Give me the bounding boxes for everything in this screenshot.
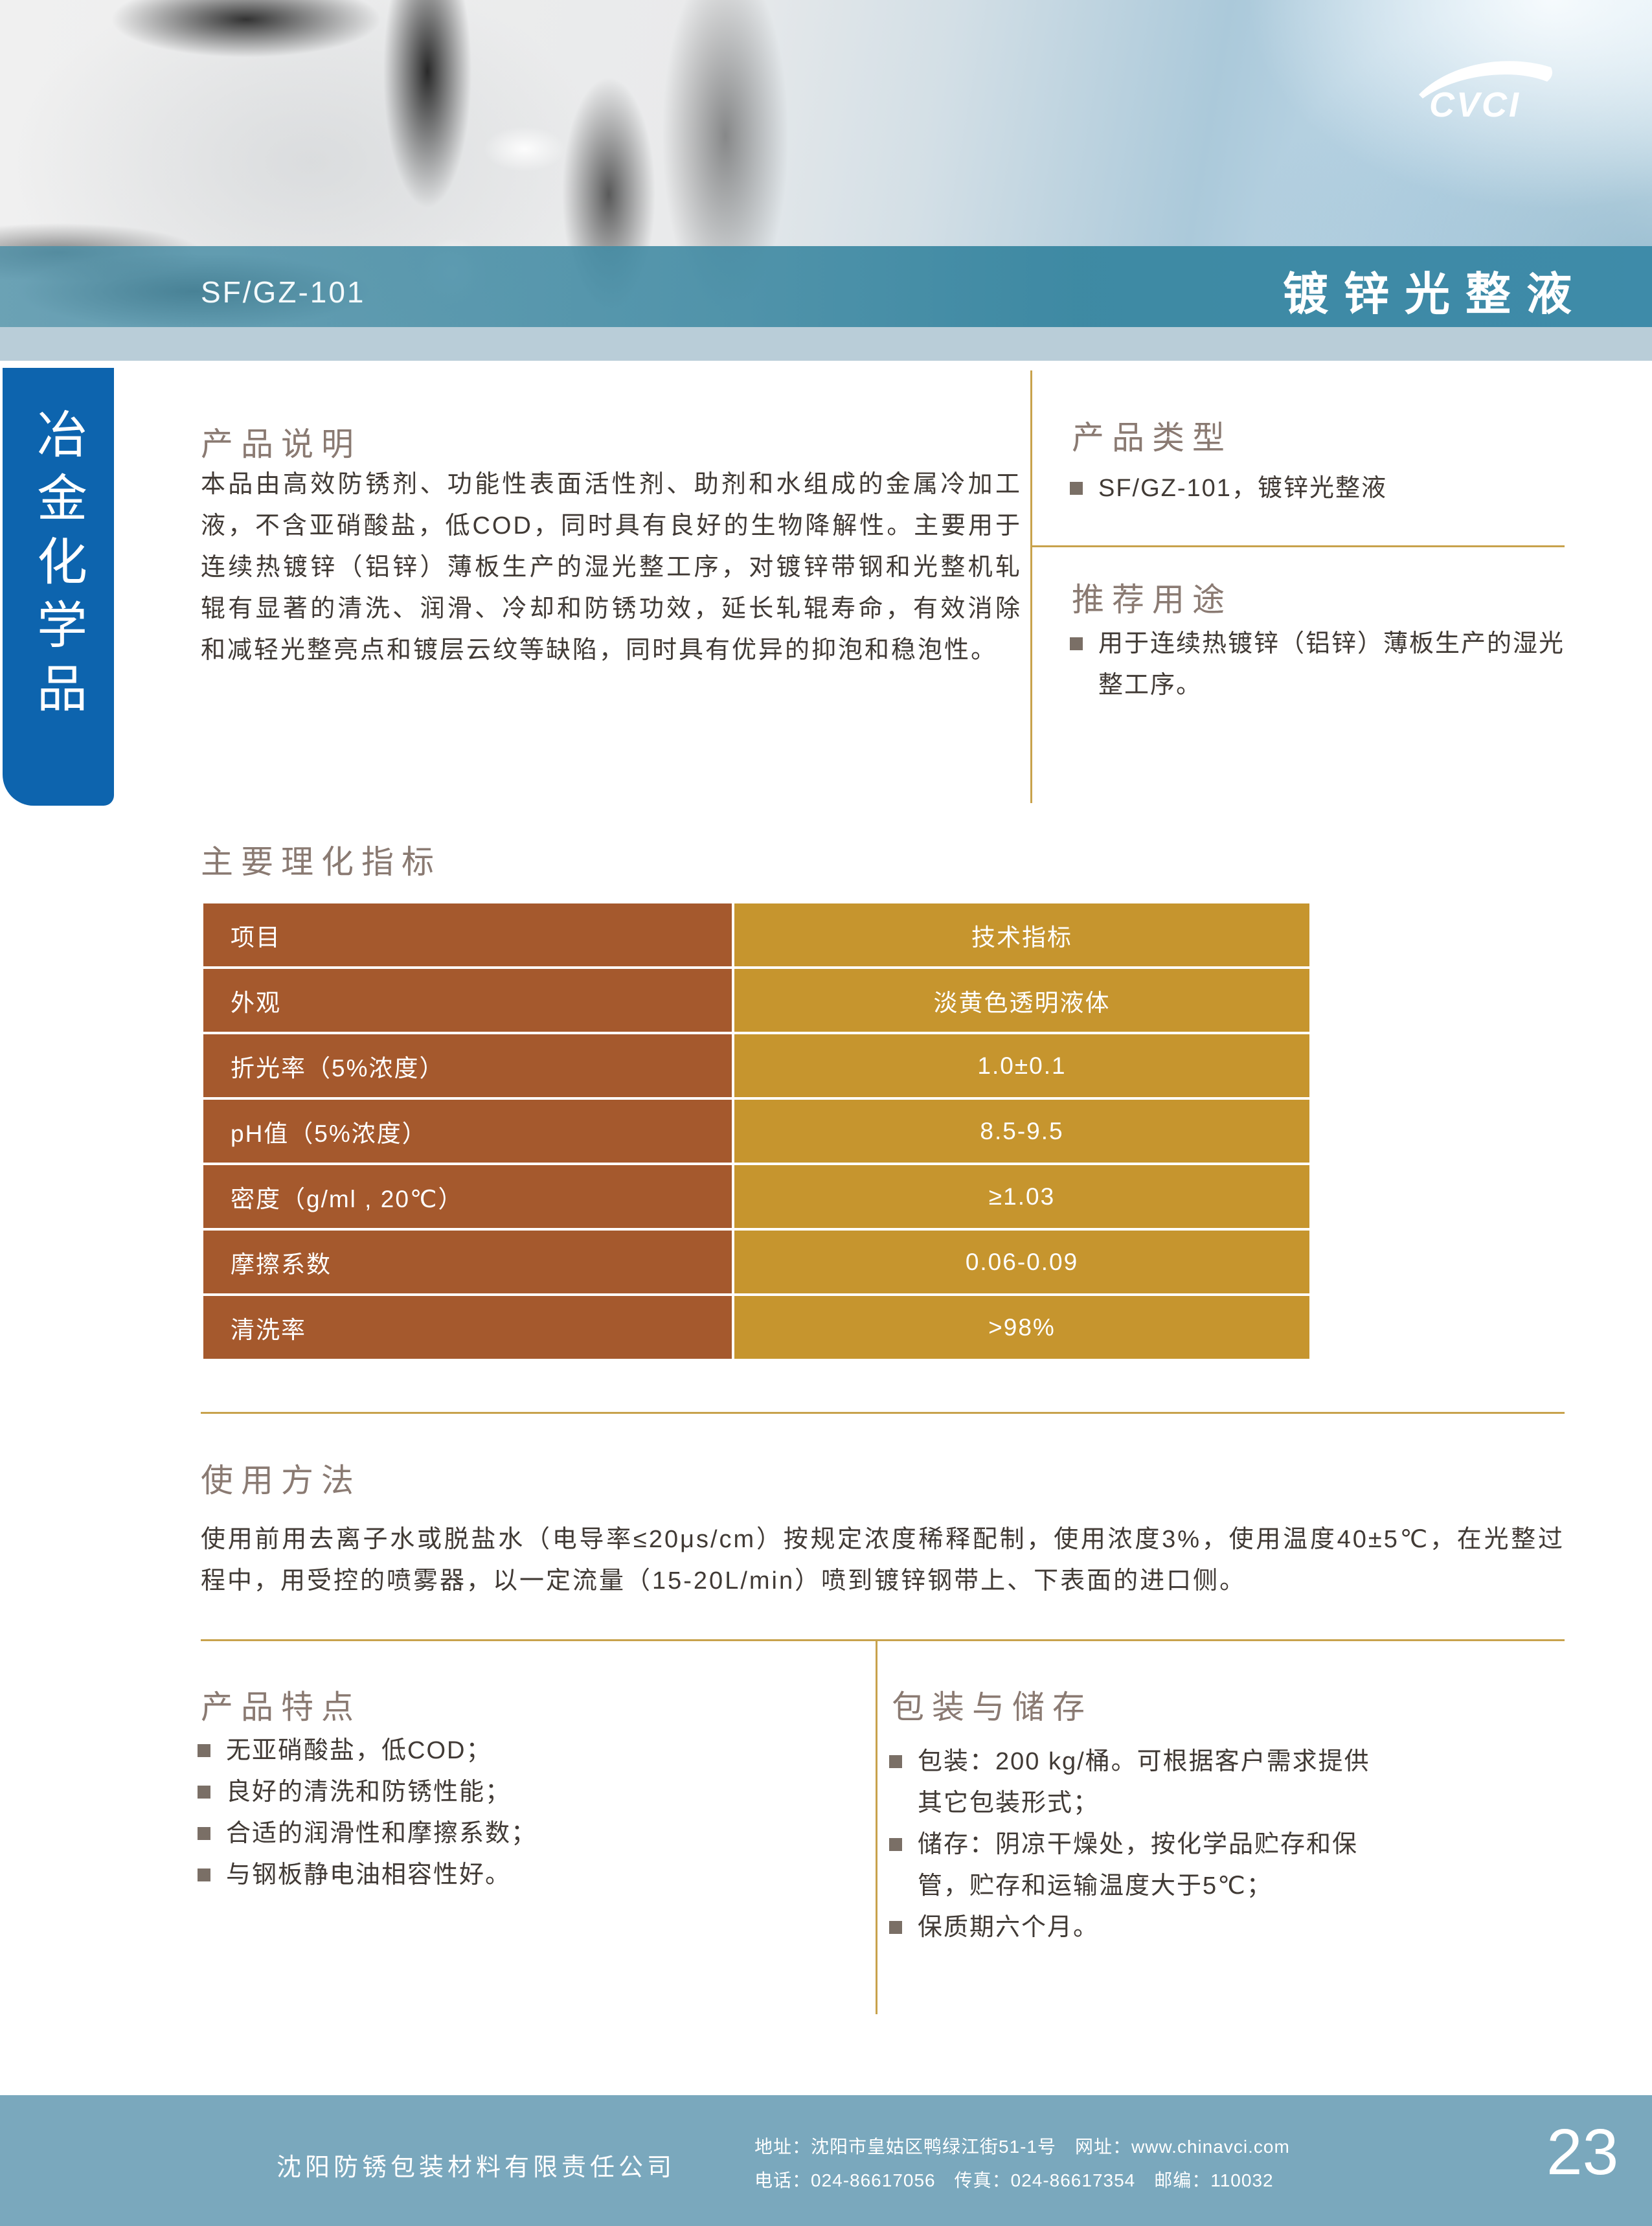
square-bullet-icon [1070,637,1083,650]
square-bullet-icon [198,1827,210,1840]
spec-row-value: 0.06-0.09 [734,1231,1309,1293]
spec-row-item: 密度（g/ml , 20℃） [203,1165,732,1228]
footer-contact-line: 电话：024-86617056 传真：024-86617354 邮编：11003… [754,2170,1274,2190]
spec-row-value: 8.5-9.5 [734,1100,1309,1163]
spec-row-value: >98% [734,1296,1309,1359]
cvci-logo: CVCI [1419,61,1552,122]
divider-above-features [201,1639,1565,1641]
product-code: SF/GZ-101 [201,275,366,309]
description-paragraph: 本品由高效防锈剂、功能性表面活性剂、助剂和水组成的金属冷加工液，不含亚硝酸盐，低… [201,471,1022,664]
spec-row-value: 1.0±0.1 [734,1034,1309,1097]
square-bullet-icon [198,1868,210,1881]
square-bullet-icon [889,1755,902,1768]
spec-row-value: ≥1.03 [734,1165,1309,1228]
list-item-text: 储存：阴凉干燥处，按化学品贮存和保管，贮存和运输温度大于5℃； [918,1831,1359,1900]
column-divider-bottom [876,1641,877,2014]
list-item: 储存：阴凉干燥处，按化学品贮存和保管，贮存和运输温度大于5℃； [889,1824,1397,1907]
list-item: 与钢板静电油相容性好。 [198,1854,806,1896]
list-item-text: 保质期六个月。 [918,1914,1100,1941]
section-heading-specs: 主要理化指标 [201,844,442,880]
spec-table: 项目 技术指标 外观 淡黄色透明液体 折光率（5%浓度） 1.0±0.1 pH值… [203,903,1309,1359]
spec-row-item: 清洗率 [203,1296,732,1359]
packaging-list: 包装：200 kg/桶。可根据客户需求提供其它包装形式； 储存：阴凉干燥处，按化… [889,1741,1397,1948]
footer: 沈阳防锈包装材料有限责任公司 地址：沈阳市皇姑区鸭绿江街51-1号 网址：www… [0,2095,1652,2226]
section-heading-use: 推荐用途 [1072,582,1232,618]
section-heading-type: 产品类型 [1072,420,1232,456]
list-item-text: 合适的润滑性和摩擦系数； [226,1820,537,1847]
section-heading-usage: 使用方法 [201,1462,361,1499]
divider-under-type [1030,545,1565,547]
square-bullet-icon [889,1838,902,1851]
column-divider-top [1030,370,1032,803]
usage-paragraph: 使用前用去离子水或脱盐水（电导率≤20μs/cm）按规定浓度稀释配制，使用浓度3… [201,1526,1565,1595]
list-item: SF/GZ-101，镀锌光整液 [1070,468,1562,509]
list-item: 合适的润滑性和摩擦系数； [198,1813,806,1854]
square-bullet-icon [889,1921,902,1934]
section-heading-features: 产品特点 [201,1689,361,1725]
list-item: 保质期六个月。 [889,1907,1397,1948]
section-heading-description: 产品说明 [201,426,361,462]
list-item: 无亚硝酸盐，低COD； [198,1730,806,1771]
section-heading-packaging: 包装与储存 [892,1689,1092,1725]
list-item: 良好的清洗和防锈性能； [198,1771,806,1813]
divider-above-usage [201,1412,1565,1414]
product-type-list: SF/GZ-101，镀锌光整液 [1070,468,1562,509]
square-bullet-icon [1070,482,1083,495]
spec-row-item: 外观 [203,969,732,1032]
list-item-text: SF/GZ-101，镀锌光整液 [1098,475,1387,502]
page-title: 镀锌光整液 [1283,269,1587,319]
square-bullet-icon [198,1744,210,1757]
square-bullet-icon [198,1786,210,1799]
category-tab-label: 冶金化学品 [30,408,87,725]
footer-address-line: 地址：沈阳市皇姑区鸭绿江街51-1号 网址：www.chinavci.com [754,2137,1290,2157]
light-band [0,327,1652,361]
spec-row-item: 摩擦系数 [203,1231,732,1293]
features-list: 无亚硝酸盐，低COD； 良好的清洗和防锈性能； 合适的润滑性和摩擦系数； 与钢板… [198,1730,806,1896]
product-banner: SF/GZ-101 镀锌光整液 [0,246,1652,327]
spec-row-item: pH值（5%浓度） [203,1100,732,1163]
list-item: 包装：200 kg/桶。可根据客户需求提供其它包装形式； [889,1741,1397,1824]
list-item-text: 用于连续热镀锌（铝锌）薄板生产的湿光整工序。 [1098,630,1565,699]
list-item-text: 包装：200 kg/桶。可根据客户需求提供其它包装形式； [918,1748,1370,1817]
list-item-text: 与钢板静电油相容性好。 [226,1861,512,1889]
list-item-text: 无亚硝酸盐，低COD； [226,1737,492,1764]
recommended-use-list: 用于连续热镀锌（铝锌）薄板生产的湿光整工序。 [1070,623,1575,706]
list-item: 用于连续热镀锌（铝锌）薄板生产的湿光整工序。 [1070,623,1575,706]
list-item-text: 良好的清洗和防锈性能； [226,1778,512,1806]
logo-swoosh-icon [1419,61,1552,98]
category-tab: 冶金化学品 [3,368,114,806]
spec-row-value: 淡黄色透明液体 [734,969,1309,1032]
company-name: 沈阳防锈包装材料有限责任公司 [277,2154,676,2181]
spec-table-header-value: 技术指标 [734,903,1309,966]
page-number: 23 [1546,2116,1619,2188]
spec-row-item: 折光率（5%浓度） [203,1034,732,1097]
spec-table-header-item: 项目 [203,903,732,966]
logo-text: CVCI [1429,85,1521,122]
